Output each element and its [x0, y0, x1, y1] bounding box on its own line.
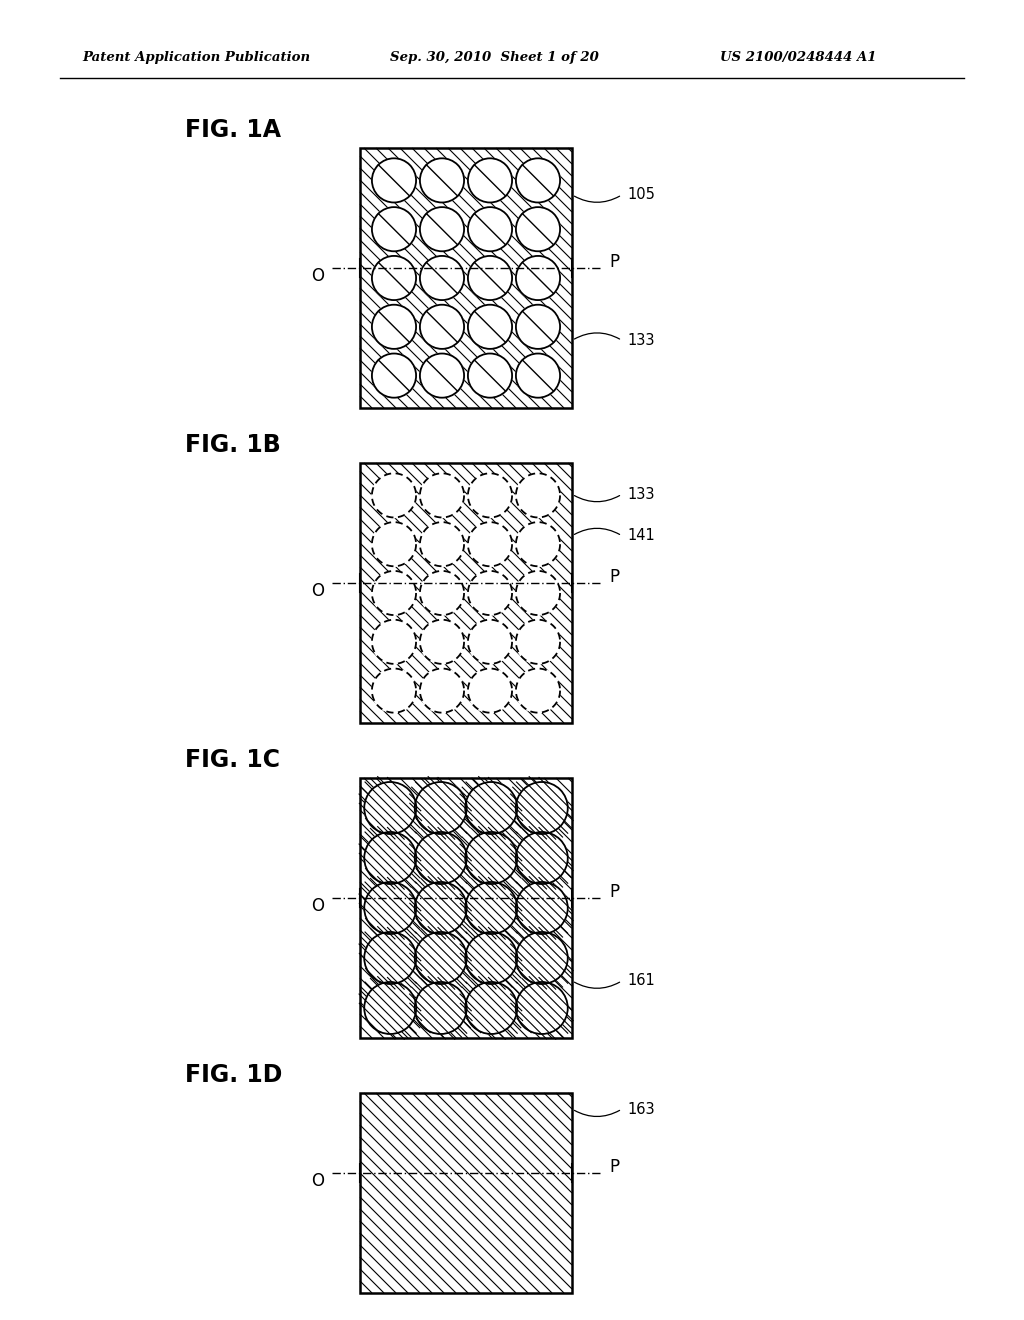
Circle shape [420, 474, 464, 517]
Text: O: O [311, 1172, 325, 1191]
Circle shape [468, 354, 512, 397]
Circle shape [365, 932, 416, 983]
Circle shape [468, 619, 512, 664]
Circle shape [516, 572, 560, 615]
Circle shape [372, 619, 416, 664]
Circle shape [465, 832, 517, 884]
Circle shape [516, 523, 560, 566]
Circle shape [516, 158, 560, 202]
Circle shape [468, 572, 512, 615]
Text: US 2100/0248444 A1: US 2100/0248444 A1 [720, 51, 877, 65]
Circle shape [516, 207, 560, 251]
Circle shape [516, 474, 560, 517]
Circle shape [516, 668, 560, 713]
Text: O: O [311, 267, 325, 285]
Circle shape [516, 619, 560, 664]
Circle shape [420, 619, 464, 664]
Circle shape [420, 354, 464, 397]
Circle shape [372, 474, 416, 517]
Text: 161: 161 [627, 973, 654, 989]
Circle shape [468, 158, 512, 202]
Text: P: P [609, 568, 620, 586]
Circle shape [516, 932, 567, 983]
Circle shape [420, 305, 464, 348]
Circle shape [365, 882, 416, 935]
Text: 105: 105 [627, 187, 655, 202]
Text: P: P [609, 883, 620, 900]
Circle shape [468, 523, 512, 566]
Text: FIG. 1B: FIG. 1B [185, 433, 281, 457]
Text: 133: 133 [627, 333, 654, 348]
Circle shape [465, 882, 517, 935]
Circle shape [415, 982, 467, 1034]
Circle shape [415, 882, 467, 935]
Circle shape [420, 572, 464, 615]
Circle shape [420, 256, 464, 300]
Text: O: O [311, 896, 325, 915]
Text: P: P [609, 252, 620, 271]
Circle shape [465, 982, 517, 1034]
Circle shape [516, 354, 560, 397]
Text: Patent Application Publication: Patent Application Publication [82, 51, 310, 65]
Text: FIG. 1D: FIG. 1D [185, 1063, 283, 1086]
Circle shape [415, 932, 467, 983]
Circle shape [468, 474, 512, 517]
Circle shape [516, 256, 560, 300]
Circle shape [465, 781, 517, 834]
Circle shape [365, 832, 416, 884]
Circle shape [372, 354, 416, 397]
Bar [360, 463, 572, 723]
Text: 133: 133 [627, 487, 654, 502]
Circle shape [372, 668, 416, 713]
Text: 163: 163 [627, 1101, 654, 1117]
Circle shape [420, 668, 464, 713]
Text: P: P [609, 1158, 620, 1176]
Circle shape [365, 982, 416, 1034]
Circle shape [420, 523, 464, 566]
Text: O: O [311, 582, 325, 599]
Circle shape [516, 305, 560, 348]
Circle shape [516, 882, 567, 935]
Circle shape [516, 781, 567, 834]
Circle shape [468, 305, 512, 348]
Bar [360, 148, 572, 408]
Circle shape [516, 832, 567, 884]
Circle shape [372, 256, 416, 300]
Circle shape [372, 572, 416, 615]
Circle shape [420, 207, 464, 251]
Text: FIG. 1C: FIG. 1C [185, 748, 280, 772]
Circle shape [372, 158, 416, 202]
Circle shape [420, 158, 464, 202]
Text: 141: 141 [627, 528, 654, 544]
Text: Sep. 30, 2010  Sheet 1 of 20: Sep. 30, 2010 Sheet 1 of 20 [390, 51, 599, 65]
Circle shape [468, 207, 512, 251]
Circle shape [468, 256, 512, 300]
Circle shape [415, 781, 467, 834]
Circle shape [516, 982, 567, 1034]
Circle shape [415, 832, 467, 884]
Text: FIG. 1A: FIG. 1A [185, 117, 281, 143]
Bar [360, 777, 572, 1038]
Circle shape [372, 305, 416, 348]
Circle shape [372, 523, 416, 566]
Circle shape [365, 781, 416, 834]
Circle shape [465, 932, 517, 983]
Circle shape [372, 207, 416, 251]
Circle shape [468, 668, 512, 713]
Bar [360, 1093, 572, 1294]
